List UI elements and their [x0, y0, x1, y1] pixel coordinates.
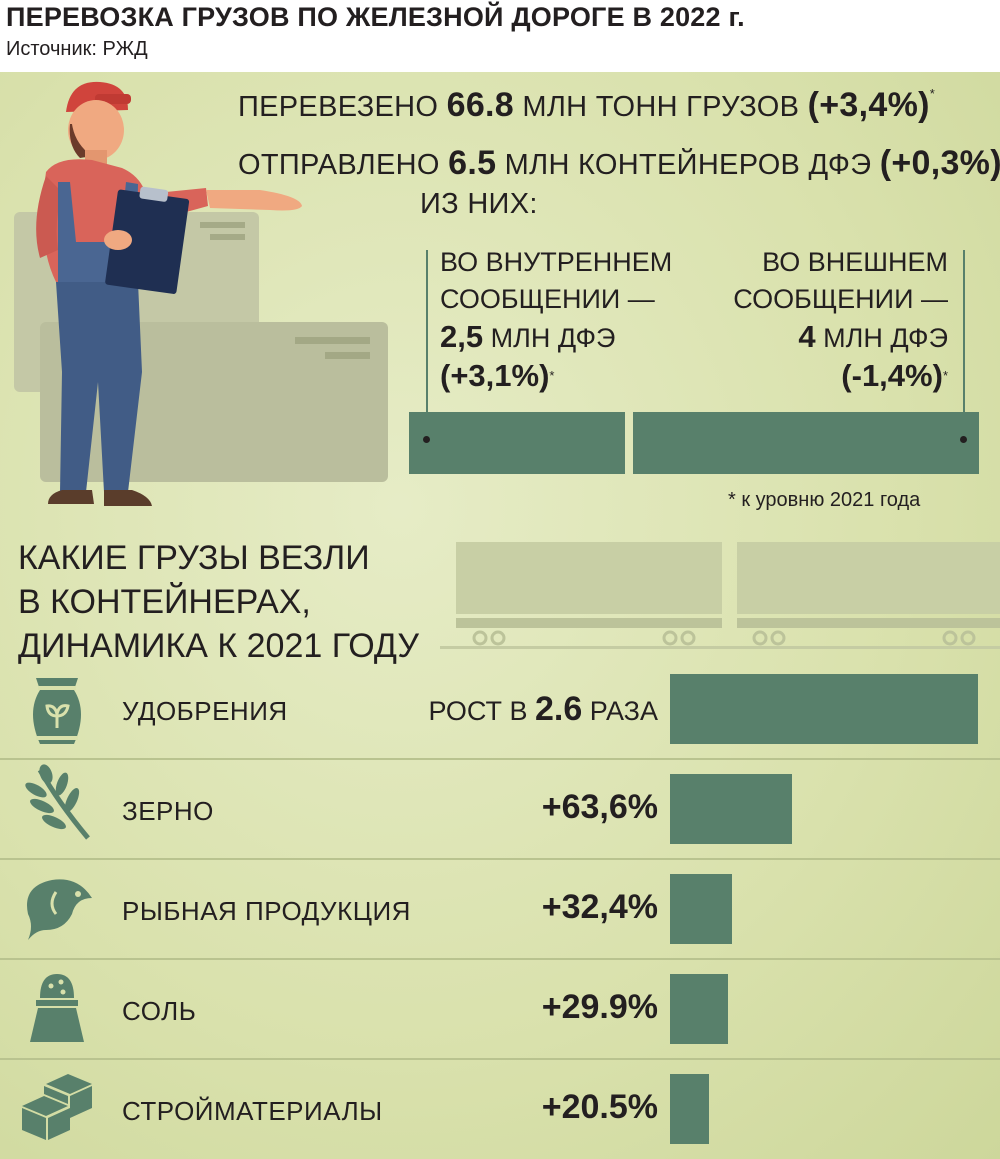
- footnote-mark: *: [549, 368, 555, 383]
- row-separator: [0, 758, 1000, 760]
- growth-bar: [670, 974, 728, 1044]
- footnote: * к уровню 2021 года: [728, 489, 921, 511]
- domestic-label-line2: СООБЩЕНИИ —: [440, 284, 655, 314]
- growth-suffix: РАЗА: [589, 696, 658, 726]
- foreign-leader-line: [963, 250, 965, 440]
- foreign-value: 4: [798, 319, 816, 354]
- page-title: ПЕРЕВОЗКА ГРУЗОВ ПО ЖЕЛЕЗНОЙ ДОРОГЕ В 20…: [6, 2, 745, 32]
- category-label: РЫБНАЯ ПРОДУКЦИЯ: [122, 896, 411, 926]
- domestic-label-line1: ВО ВНУТРЕННЕМ: [440, 247, 673, 277]
- category-label: УДОБРЕНИЯ: [122, 696, 288, 726]
- domestic-bar: [409, 412, 626, 474]
- growth-multiplier: 2.6: [534, 690, 583, 728]
- growth-prefix: РОСТ В: [428, 696, 528, 726]
- containers-value: 6.5: [448, 144, 497, 182]
- domestic-unit: МЛН ДФЭ: [490, 323, 616, 353]
- growth-value-label: +63,6%: [541, 788, 658, 826]
- cargo-volume-change: (+3,4%): [807, 86, 930, 124]
- foreign-change: (-1,4%): [841, 358, 943, 393]
- rail-cars-illustration: [440, 542, 1000, 649]
- foreign-label: ВО ВНЕШНЕМ СООБЩЕНИИ — 4 МЛН ДФЭ (-1,4%)…: [733, 244, 948, 396]
- row-separator: [0, 858, 1000, 860]
- worker-illustration: [14, 81, 388, 506]
- containers-unit: МЛН КОНТЕЙНЕРОВ ДФЭ: [504, 149, 872, 181]
- growth-bar: [670, 774, 793, 844]
- cargo-volume-value: 66.8: [446, 86, 515, 124]
- section-title-line2: В КОНТЕЙНЕРАХ,: [18, 583, 311, 621]
- section-title-line3: ДИНАМИКА К 2021 ГОДУ: [18, 627, 419, 665]
- domestic-bar-dot: [423, 436, 430, 443]
- containers-change: (+0,3%): [879, 144, 1000, 182]
- worker-figure: [36, 81, 302, 506]
- domestic-label: ВО ВНУТРЕННЕМ СООБЩЕНИИ — 2,5 МЛН ДФЭ (+…: [440, 244, 672, 396]
- containers-prefix: ОТПРАВЛЕНО: [238, 149, 440, 181]
- foreign-bar: [633, 412, 979, 474]
- growth-value-label: +32,4%: [541, 888, 658, 926]
- foreign-bar-dot: [960, 436, 967, 443]
- of-which-label: ИЗ НИХ:: [420, 188, 538, 220]
- domestic-leader-line: [426, 250, 428, 440]
- growth-value-label: +29.9%: [541, 988, 658, 1026]
- row-separator: [0, 1058, 1000, 1060]
- category-label: ЗЕРНО: [122, 796, 214, 826]
- growth-bar: [670, 674, 978, 744]
- foreign-label-line1: ВО ВНЕШНЕМ: [762, 247, 948, 277]
- footnote-mark: *: [929, 86, 936, 101]
- section-title-line1: КАКИЕ ГРУЗЫ ВЕЗЛИ: [18, 539, 370, 577]
- containers-line: ОТПРАВЛЕНО 6.5 МЛН КОНТЕЙНЕРОВ ДФЭ (+0,3…: [238, 144, 1000, 183]
- cargo-volume-prefix: ПЕРЕВЕЗЕНО: [238, 91, 439, 123]
- bricks-icon: [22, 1074, 92, 1140]
- footnote-mark: *: [942, 368, 948, 383]
- source-note: Источник: РЖД: [6, 38, 148, 60]
- row-separator: [0, 958, 1000, 960]
- growth-value-label: +20.5%: [541, 1088, 658, 1126]
- growth-value-label: РОСТ В 2.6 РАЗА: [428, 690, 658, 729]
- cargo-volume-line: ПЕРЕВЕЗЕНО 66.8 МЛН ТОНН ГРУЗОВ (+3,4%)*: [238, 86, 935, 125]
- category-label: СТРОЙМАТЕРИАЛЫ: [122, 1096, 383, 1126]
- domestic-value: 2,5: [440, 319, 484, 354]
- section-title: КАКИЕ ГРУЗЫ ВЕЗЛИ В КОНТЕЙНЕРАХ, ДИНАМИК…: [18, 536, 419, 668]
- growth-bar: [670, 1074, 710, 1144]
- category-label: СОЛЬ: [122, 996, 197, 1026]
- fertilizer-bag-icon: [33, 678, 81, 744]
- foreign-label-line2: СООБЩЕНИИ —: [733, 284, 948, 314]
- foreign-unit: МЛН ДФЭ: [823, 323, 948, 353]
- fish-icon: [27, 879, 92, 940]
- grain-icon: [25, 764, 90, 840]
- cargo-volume-unit: МЛН ТОНН ГРУЗОВ: [522, 91, 800, 123]
- salt-shaker-icon: [30, 974, 84, 1042]
- growth-bar: [670, 874, 733, 944]
- domestic-change: (+3,1%): [440, 358, 550, 393]
